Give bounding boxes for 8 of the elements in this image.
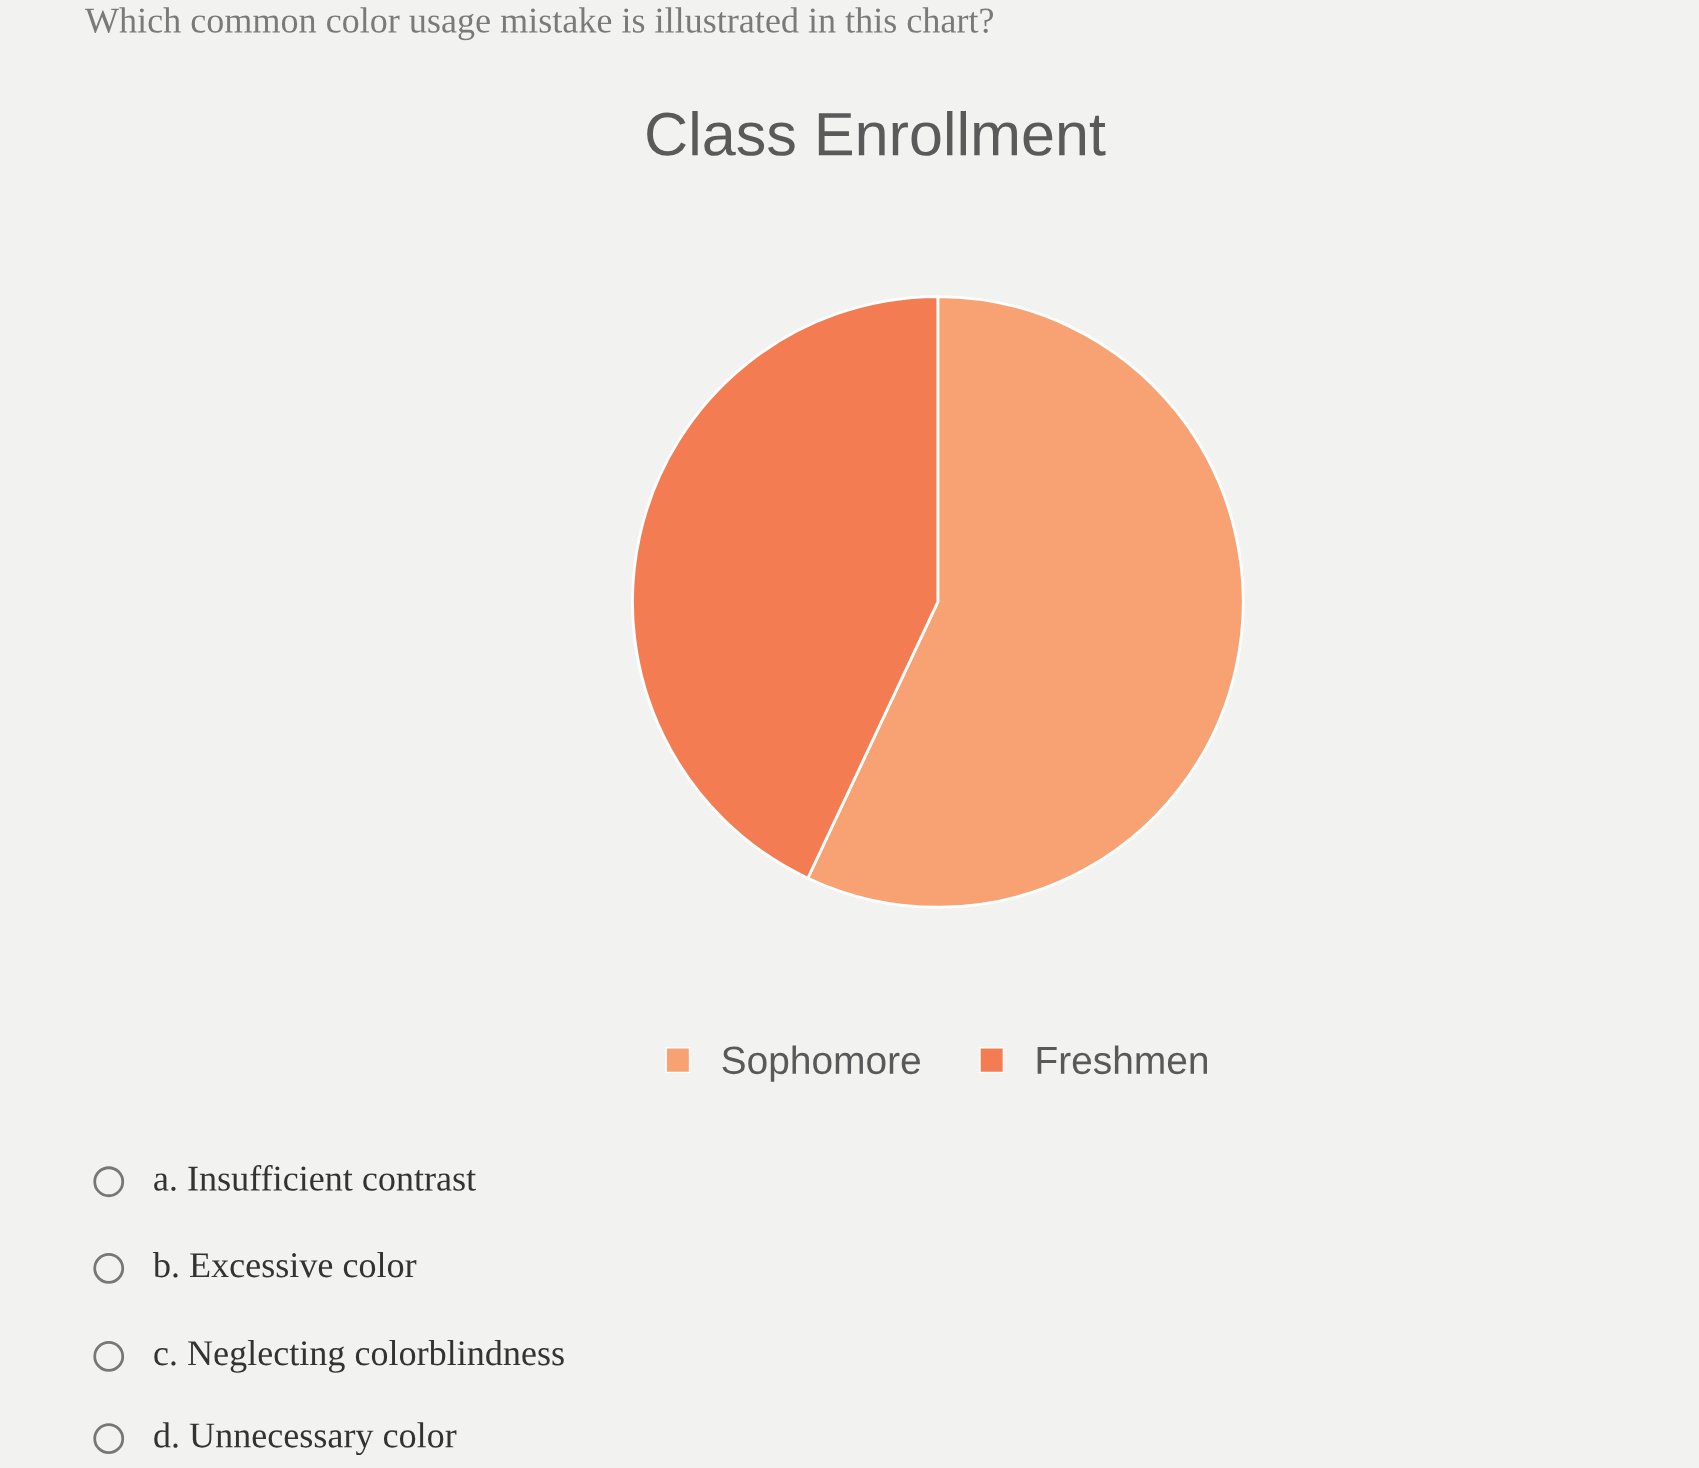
legend-label: Sophomore bbox=[722, 1045, 920, 1082]
chart-title: Class Enrollment bbox=[647, 110, 1106, 156]
text: c. Neglecting colorblindness bbox=[154, 1340, 564, 1373]
text: b. Excessive color bbox=[152, 1251, 417, 1278]
text: d. Unnecessary color bbox=[154, 1422, 457, 1456]
text: Which common color usage mistake is illustrated in this chart? bbox=[84, 7, 994, 41]
legend-label: Freshmen bbox=[1037, 1045, 1207, 1075]
text: a. Insufficient contrast bbox=[154, 1165, 476, 1191]
